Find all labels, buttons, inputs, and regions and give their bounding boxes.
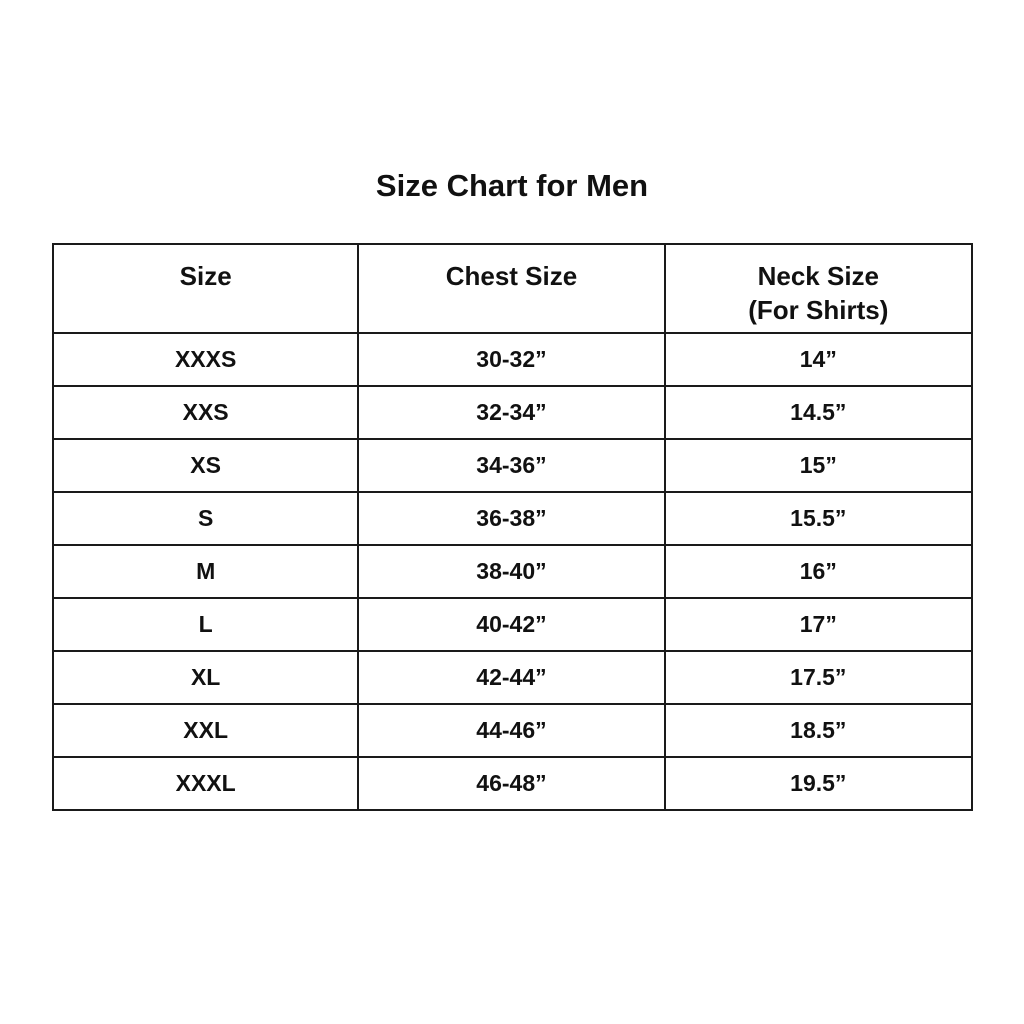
table-row: S 36-38” 15.5” <box>51 491 974 546</box>
size-cell: XL <box>51 650 360 705</box>
chest-size-cell: 38-40” <box>357 544 666 599</box>
chest-size-cell: 44-46” <box>357 703 666 758</box>
neck-size-cell: 15” <box>663 438 974 493</box>
table-row: XXXS 30-32” 14” <box>51 332 974 387</box>
chest-size-cell: 40-42” <box>357 597 666 652</box>
size-cell: S <box>51 491 360 546</box>
header-size: Size <box>51 243 360 334</box>
neck-size-cell: 15.5” <box>663 491 974 546</box>
table-row: XXS 32-34” 14.5” <box>51 385 974 440</box>
table-row: XXXL 46-48” 19.5” <box>51 756 974 811</box>
neck-size-cell: 18.5” <box>663 703 974 758</box>
neck-size-cell: 19.5” <box>663 756 974 811</box>
size-cell: XS <box>51 438 360 493</box>
neck-size-cell: 14.5” <box>663 385 974 440</box>
size-cell: XXS <box>51 385 360 440</box>
chest-size-cell: 32-34” <box>357 385 666 440</box>
header-neck-size: Neck Size (For Shirts) <box>663 243 974 334</box>
table-row: XL 42-44” 17.5” <box>51 650 974 705</box>
chest-size-cell: 42-44” <box>357 650 666 705</box>
neck-size-cell: 17” <box>663 597 974 652</box>
header-neck-size-note: (For Shirts) <box>748 295 889 325</box>
page-title: Size Chart for Men <box>375 168 649 203</box>
chest-size-cell: 34-36” <box>357 438 666 493</box>
size-cell: XXXL <box>51 756 360 811</box>
neck-size-cell: 14” <box>663 332 974 387</box>
chest-size-cell: 46-48” <box>357 756 666 811</box>
chest-size-cell: 30-32” <box>357 332 666 387</box>
size-cell: XXL <box>51 703 360 758</box>
size-chart-table: Size Chest Size Neck Size (For Shirts) XX… <box>51 243 974 811</box>
neck-size-cell: 17.5” <box>663 650 974 705</box>
table-row: L 40-42” 17” <box>51 597 974 652</box>
table-row: XXL 44-46” 18.5” <box>51 703 974 758</box>
table-row: XS 34-36” 15” <box>51 438 974 493</box>
size-cell: M <box>51 544 360 599</box>
size-cell: XXXS <box>51 332 360 387</box>
header-row: Size Chest Size Neck Size (For Shirts) <box>51 243 974 334</box>
table-row: M 38-40” 16” <box>51 544 974 599</box>
header-neck-size-label: Neck Size <box>757 261 880 291</box>
size-cell: L <box>51 597 360 652</box>
chest-size-cell: 36-38” <box>357 491 666 546</box>
neck-size-cell: 16” <box>663 544 974 599</box>
header-chest-size: Chest Size <box>357 243 666 334</box>
